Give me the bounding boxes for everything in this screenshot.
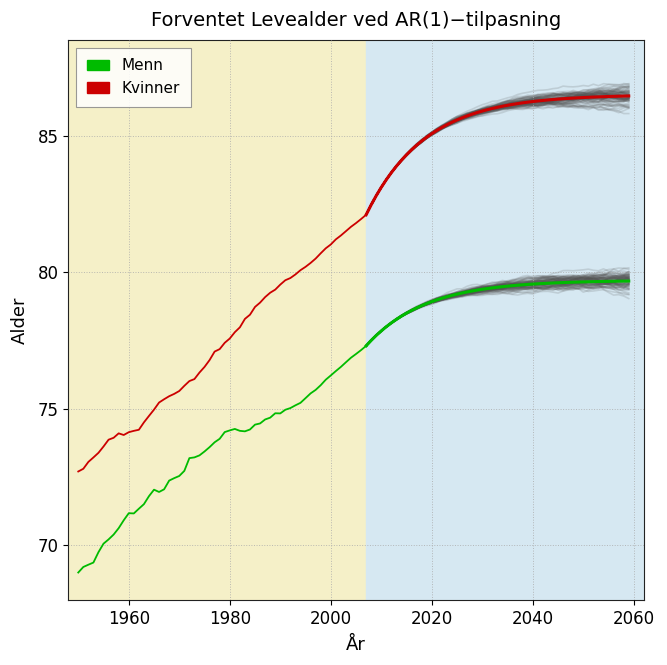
Bar: [366, 40, 644, 600]
Y-axis label: Alder: Alder: [11, 296, 29, 344]
Title: Forventet Levealder ved AR(1)−tilpasning: Forventet Levealder ved AR(1)−tilpasning: [151, 11, 561, 30]
X-axis label: År: År: [346, 636, 366, 654]
Legend: Menn, Kvinner: Menn, Kvinner: [76, 48, 191, 106]
Bar: [68, 40, 366, 600]
